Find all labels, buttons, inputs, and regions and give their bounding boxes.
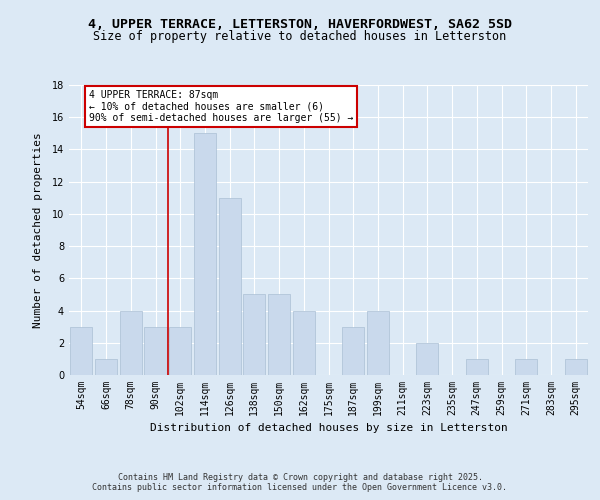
Bar	[119, 310, 142, 375]
Bar	[70, 326, 92, 375]
Bar	[342, 326, 364, 375]
X-axis label: Distribution of detached houses by size in Letterston: Distribution of detached houses by size …	[149, 424, 508, 434]
Bar	[515, 359, 538, 375]
Bar	[565, 359, 587, 375]
Text: Size of property relative to detached houses in Letterston: Size of property relative to detached ho…	[94, 30, 506, 43]
Bar	[367, 310, 389, 375]
Bar	[95, 359, 117, 375]
Bar	[268, 294, 290, 375]
Text: Contains HM Land Registry data © Crown copyright and database right 2025.
Contai: Contains HM Land Registry data © Crown c…	[92, 473, 508, 492]
Text: 4 UPPER TERRACE: 87sqm
← 10% of detached houses are smaller (6)
90% of semi-deta: 4 UPPER TERRACE: 87sqm ← 10% of detached…	[89, 90, 353, 123]
Bar	[218, 198, 241, 375]
Bar	[145, 326, 167, 375]
Bar	[466, 359, 488, 375]
Bar	[293, 310, 315, 375]
Y-axis label: Number of detached properties: Number of detached properties	[34, 132, 43, 328]
Text: 4, UPPER TERRACE, LETTERSTON, HAVERFORDWEST, SA62 5SD: 4, UPPER TERRACE, LETTERSTON, HAVERFORDW…	[88, 18, 512, 30]
Bar	[243, 294, 265, 375]
Bar	[169, 326, 191, 375]
Bar	[194, 134, 216, 375]
Bar	[416, 343, 439, 375]
